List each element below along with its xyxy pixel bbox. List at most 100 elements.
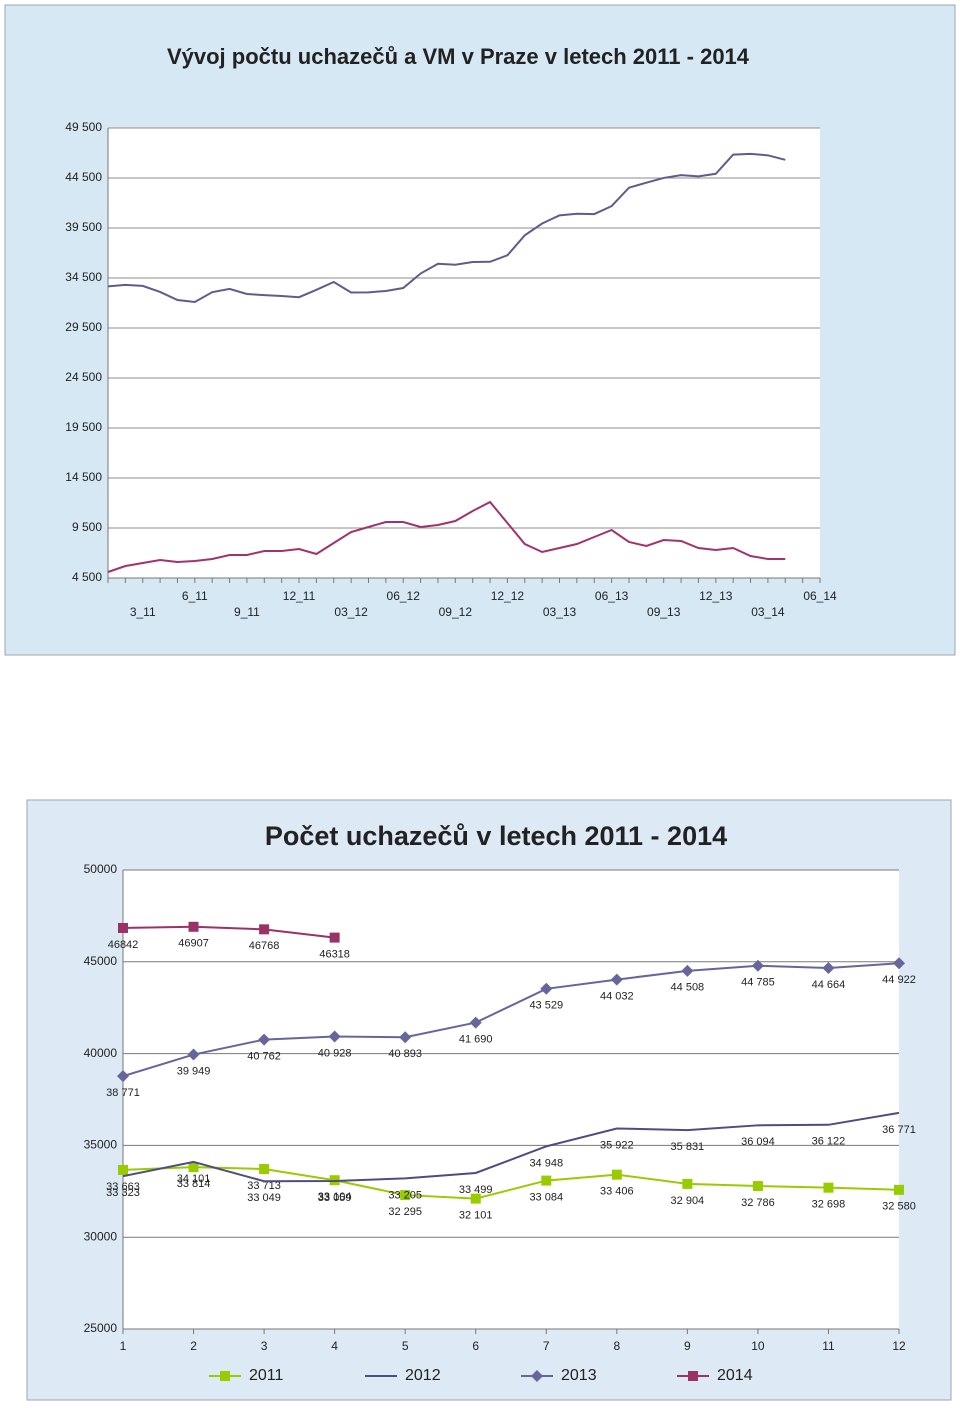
x-tick-label: 9_11 (234, 605, 260, 619)
data-label: 36 771 (882, 1124, 916, 1136)
data-label: 44 785 (741, 977, 775, 989)
legend-marker (531, 1370, 543, 1382)
marker (681, 964, 694, 977)
chart-title: Počet uchazečů v letech 2011 - 2014 (265, 821, 727, 851)
y-tick-label: 29 500 (65, 320, 102, 334)
data-label: 36 094 (741, 1136, 775, 1148)
x-tick-label: 09_12 (439, 605, 473, 619)
marker (823, 1182, 834, 1193)
series-line (122, 1166, 900, 1200)
y-tick-label: 34 500 (65, 270, 102, 284)
data-label: 32 101 (459, 1210, 493, 1222)
y-tick-label: 24 500 (65, 370, 102, 384)
x-tick-label: 06_12 (387, 589, 421, 603)
x-tick-label: 09_13 (647, 605, 681, 619)
data-label: 33 059 (318, 1192, 352, 1204)
legend-label: 2013 (561, 1367, 597, 1384)
marker (188, 921, 199, 932)
marker (751, 959, 764, 972)
marker (541, 1175, 552, 1186)
marker (400, 1190, 411, 1201)
marker (540, 982, 553, 995)
marker (329, 932, 340, 943)
marker (117, 1070, 129, 1083)
x-tick-label: 12 (892, 1339, 906, 1353)
x-tick-label: 8 (613, 1339, 620, 1353)
marker (118, 922, 128, 933)
y-tick-label: 35000 (84, 1138, 118, 1152)
data-label: 44 664 (812, 979, 846, 991)
marker (187, 1048, 200, 1061)
chart-title: Vývoj počtu uchazečů a VM v Praze v lete… (167, 44, 750, 69)
x-tick-label: 1 (120, 1339, 127, 1353)
data-label: 33 049 (247, 1192, 281, 1204)
series-line (107, 152, 786, 304)
data-label: 34 948 (529, 1157, 563, 1169)
y-tick-label: 25000 (84, 1321, 118, 1335)
data-label: 33 205 (388, 1189, 422, 1201)
x-tick-label: 9 (684, 1339, 691, 1353)
y-tick-label: 50000 (84, 862, 118, 876)
data-label: 44 922 (882, 974, 916, 986)
x-tick-label: 06_14 (803, 589, 837, 603)
y-tick-label: 44 500 (65, 170, 102, 184)
data-label: 44 032 (600, 990, 634, 1002)
marker (328, 1030, 341, 1043)
data-label: 40 893 (388, 1048, 422, 1060)
x-tick-label: 12_13 (699, 589, 733, 603)
data-label: 38 771 (106, 1087, 140, 1099)
legend-label: 2011 (249, 1367, 284, 1384)
series-line (122, 925, 335, 939)
data-label: 33 104 (318, 1191, 352, 1203)
marker (611, 1169, 622, 1180)
marker (682, 1178, 693, 1189)
data-label: 40 762 (247, 1051, 281, 1063)
data-label: 36 122 (812, 1136, 846, 1148)
data-label: 32 295 (388, 1206, 422, 1218)
data-label: 43 529 (529, 1000, 563, 1012)
x-tick-label: 3 (261, 1339, 268, 1353)
data-label: 41 690 (459, 1033, 493, 1045)
data-label: 46768 (249, 940, 280, 952)
y-tick-label: 49 500 (65, 120, 102, 134)
data-label: 46842 (108, 939, 139, 951)
data-label: 33 323 (106, 1187, 140, 1199)
x-tick-label: 03_14 (751, 605, 785, 619)
series-line (107, 500, 786, 573)
data-label: 46318 (319, 949, 350, 961)
data-label: 32 580 (882, 1201, 916, 1213)
x-tick-label: 12_11 (283, 589, 316, 603)
series-line (122, 1111, 900, 1183)
x-tick-label: 2 (190, 1339, 197, 1353)
series-line (122, 962, 900, 1078)
data-label: 33 499 (459, 1184, 493, 1196)
legend-label: 2014 (717, 1367, 753, 1384)
x-tick-label: 03_12 (334, 605, 368, 619)
data-label: 35 922 (600, 1139, 634, 1151)
y-tick-label: 19 500 (65, 420, 102, 434)
data-label: 35 831 (671, 1141, 705, 1153)
marker (259, 1164, 270, 1175)
legend-label: 2012 (405, 1367, 441, 1384)
legend-marker (220, 1371, 230, 1381)
marker (894, 1184, 904, 1195)
data-label: 46907 (178, 938, 209, 950)
marker (188, 1162, 199, 1173)
marker (259, 924, 270, 935)
legend-marker (688, 1371, 698, 1381)
data-label: 32 786 (741, 1197, 775, 1209)
data-label: 34 101 (177, 1173, 211, 1185)
data-label: 39 949 (177, 1065, 211, 1077)
y-tick-label: 4 500 (72, 570, 102, 584)
marker (469, 1016, 482, 1029)
marker (470, 1193, 481, 1204)
x-tick-label: 3_11 (130, 605, 156, 619)
data-label: 33 406 (600, 1186, 634, 1198)
x-tick-label: 5 (402, 1339, 409, 1353)
plot-area (108, 128, 820, 578)
x-tick-label: 11 (822, 1339, 835, 1353)
marker (610, 973, 623, 986)
x-tick-label: 4 (331, 1339, 338, 1353)
y-tick-label: 39 500 (65, 220, 102, 234)
